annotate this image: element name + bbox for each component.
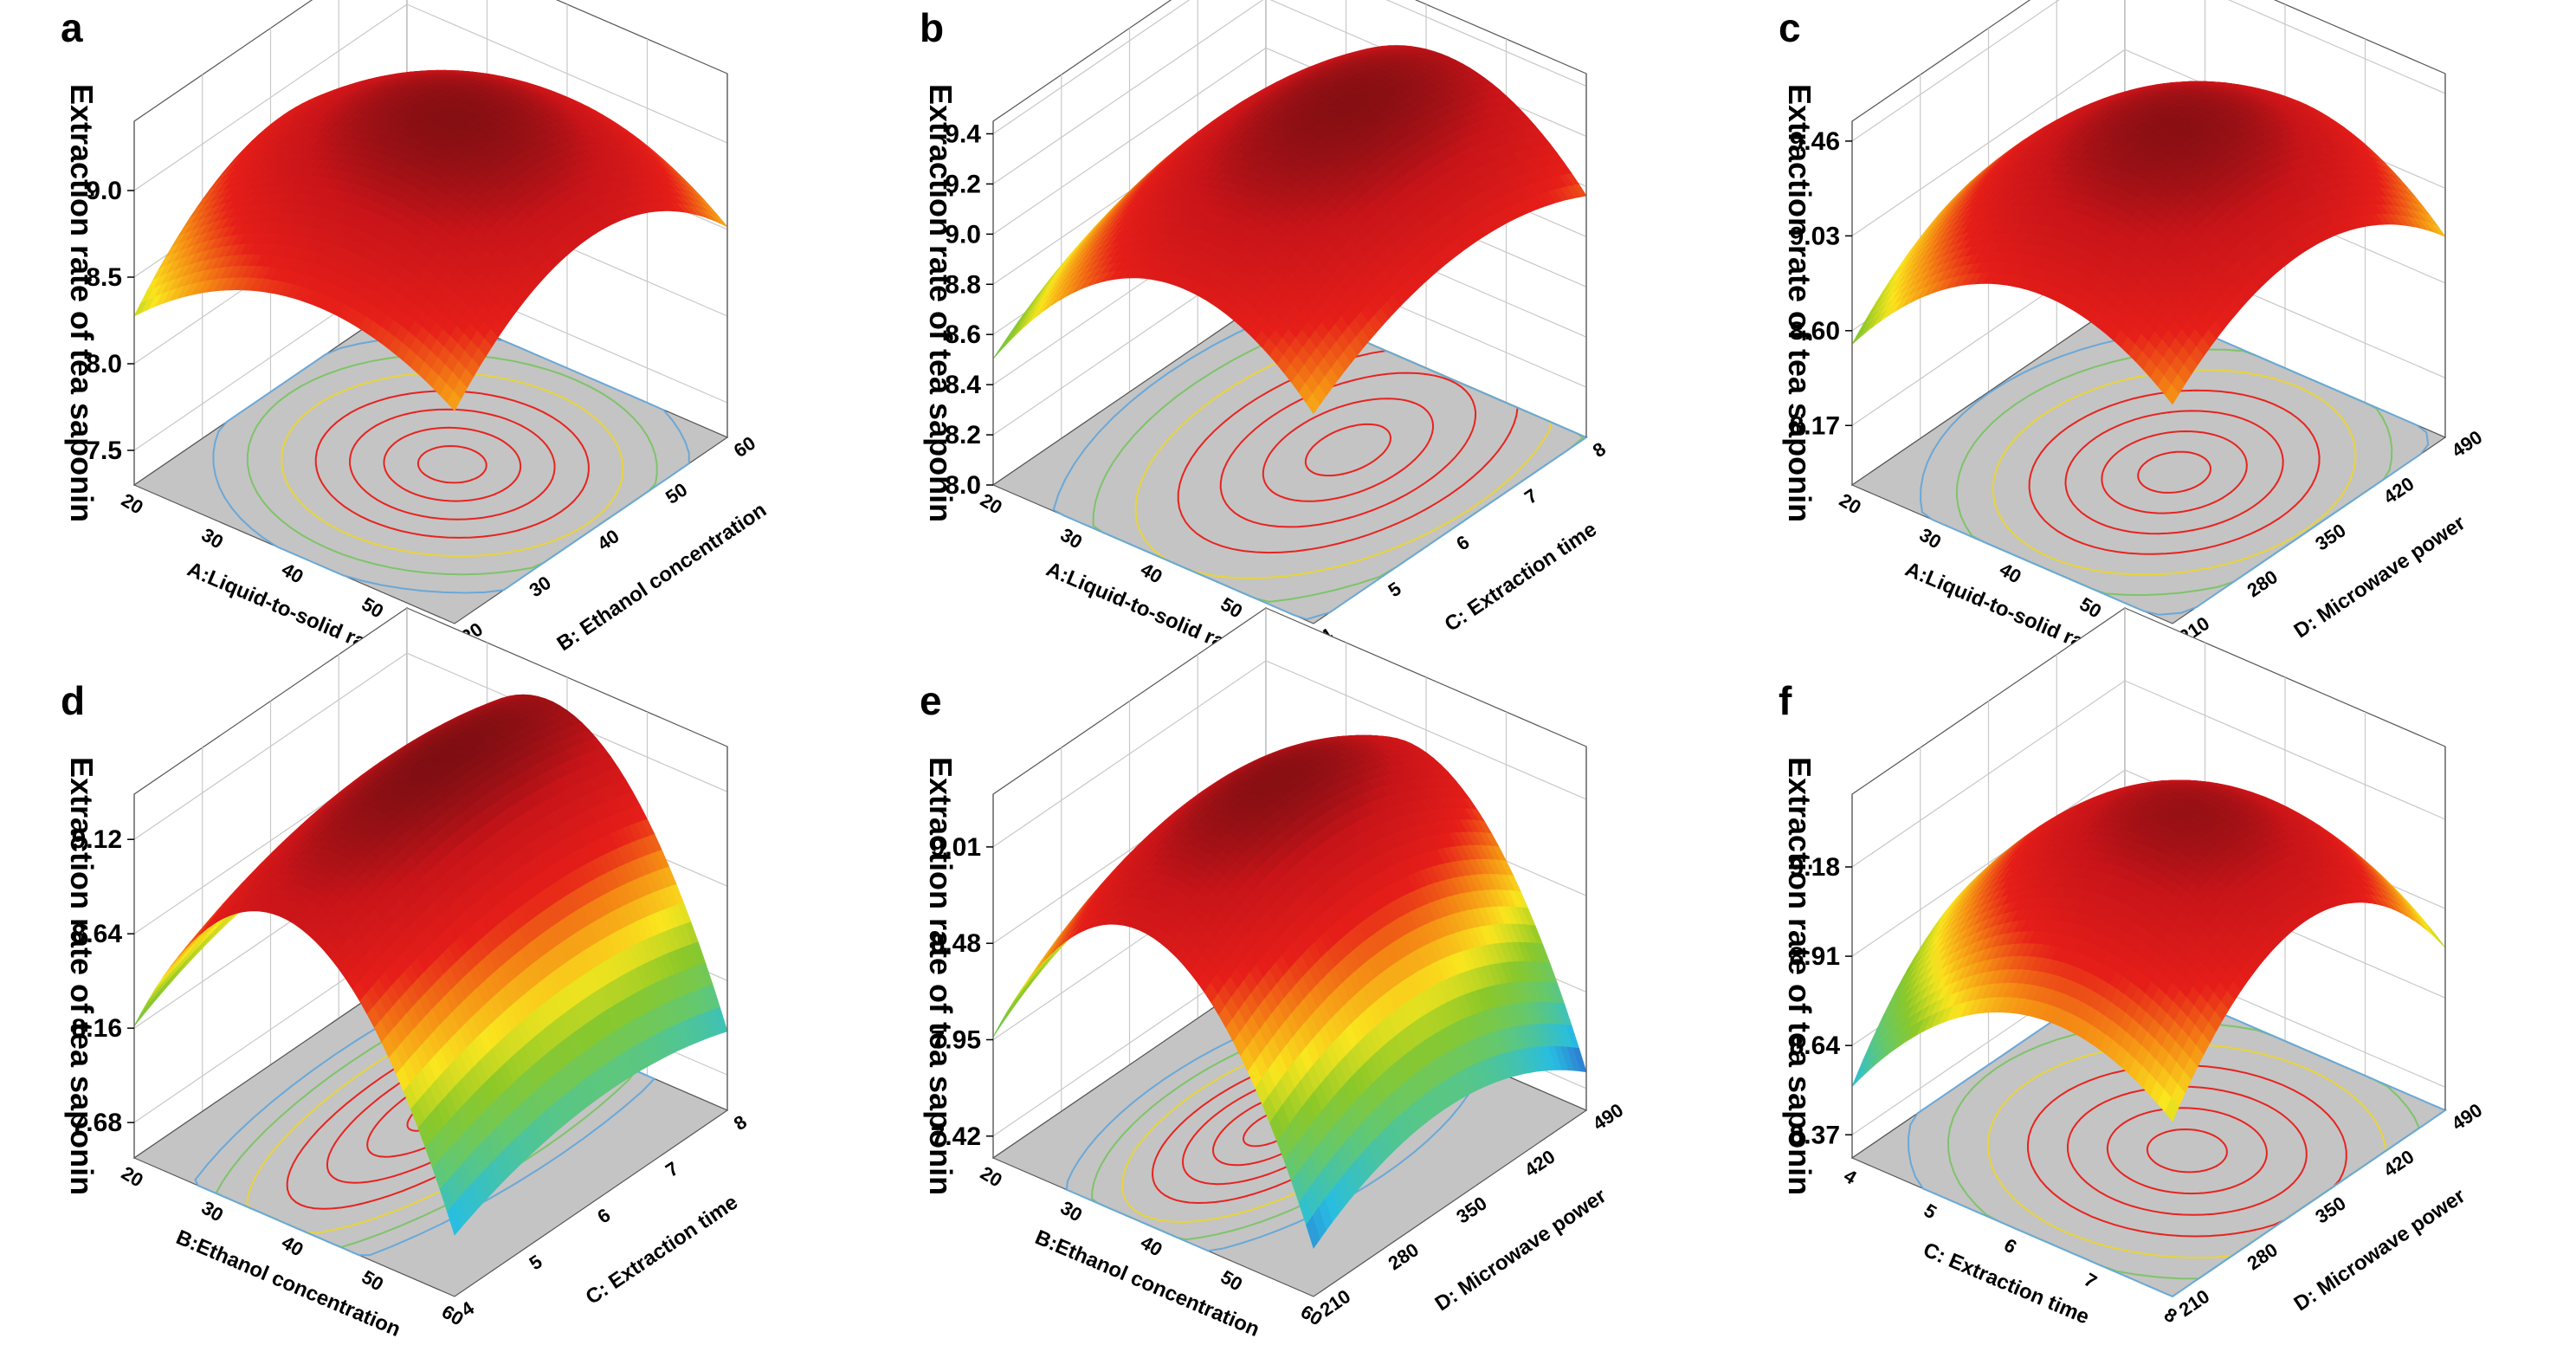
y-tick-label: 40 [593,525,623,554]
contour-line [416,444,487,484]
y-tick-label: 5 [1385,578,1405,602]
y-axis-label: C: Extraction time [1441,518,1601,637]
y-tick-label: 6 [1452,531,1473,555]
contour-line [314,390,590,539]
response-surface [133,69,728,411]
x-tick-label: 20 [118,489,147,519]
y-tick-label: 8 [1589,438,1610,462]
contour-line [212,334,690,594]
y-tick-label: 7 [1520,484,1541,508]
z-axis-label: Extraction rate of tea saponin [64,84,100,522]
z-axis-label: Extraction rate of tea saponin [923,84,959,522]
x-tick-label: 30 [1056,524,1086,553]
x-tick-label: 50 [1217,593,1246,623]
contour-line [246,353,658,576]
panel-c: 8.178.609.039.46203040506021028035042049… [1779,0,2486,663]
panel-b: 8.08.28.48.68.89.09.29.4203040506045678A… [920,0,1610,663]
x-tick-label: 40 [278,559,307,588]
x-tick-label: 30 [197,524,227,553]
x-tick-label: 50 [358,593,387,623]
contour-line [349,408,556,521]
y-tick-label: 60 [730,432,759,462]
panel-letter: b [920,5,944,50]
panel-a: 7.58.08.59.020304050602030405060A:Liquid… [61,0,771,663]
contour-line [281,372,624,558]
panel-letter: a [61,5,83,50]
y-tick-label: 30 [526,572,555,601]
y-tick-label: 50 [662,478,691,508]
x-tick-label: 40 [1137,559,1166,588]
x-tick-label: 20 [977,489,1006,519]
contour-line [383,426,522,502]
